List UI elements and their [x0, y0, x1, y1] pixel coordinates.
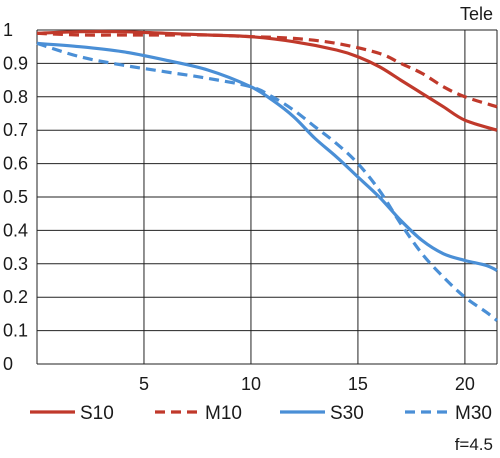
x-tick-label: 5 — [139, 374, 149, 394]
y-tick-label: 0.1 — [3, 321, 28, 341]
y-tick-label: 0.6 — [3, 154, 28, 174]
grid-lines — [36, 29, 498, 365]
y-tick-label: 1 — [3, 20, 13, 40]
y-tick-label: 0.9 — [3, 53, 28, 73]
y-tick-labels: 0 0.1 0.2 0.3 0.4 0.5 0.6 0.7 0.8 0.9 1 — [3, 20, 28, 374]
series-line-s10 — [36, 29, 498, 132]
legend-label-m10: M10 — [205, 403, 242, 424]
aperture-note: f=4.5 — [455, 435, 493, 454]
y-tick-label: 0.2 — [3, 287, 28, 307]
series-line-m10 — [36, 31, 498, 109]
y-tick-label: 0.3 — [3, 254, 28, 274]
y-tick-label: 0.8 — [3, 87, 28, 107]
x-tick-label: 20 — [455, 374, 475, 394]
y-tick-label: 0.5 — [3, 187, 28, 207]
legend-label-m30: M30 — [455, 403, 492, 424]
series-line-s30 — [36, 41, 498, 272]
y-tick-label: 0.7 — [3, 120, 28, 140]
x-tick-labels: 5 10 15 20 — [139, 374, 475, 394]
legend-label-s30: S30 — [330, 403, 364, 424]
x-tick-label: 15 — [348, 374, 368, 394]
legend-label-s10: S10 — [80, 403, 114, 424]
series-line-m30 — [36, 41, 498, 322]
legend: S10 M10 S30 M30 — [30, 403, 492, 424]
y-tick-label: 0.4 — [3, 220, 28, 240]
chart-title: Tele — [460, 4, 493, 24]
x-tick-label: 10 — [241, 374, 261, 394]
series-lines — [36, 29, 498, 322]
y-tick-label: 0 — [3, 354, 13, 374]
